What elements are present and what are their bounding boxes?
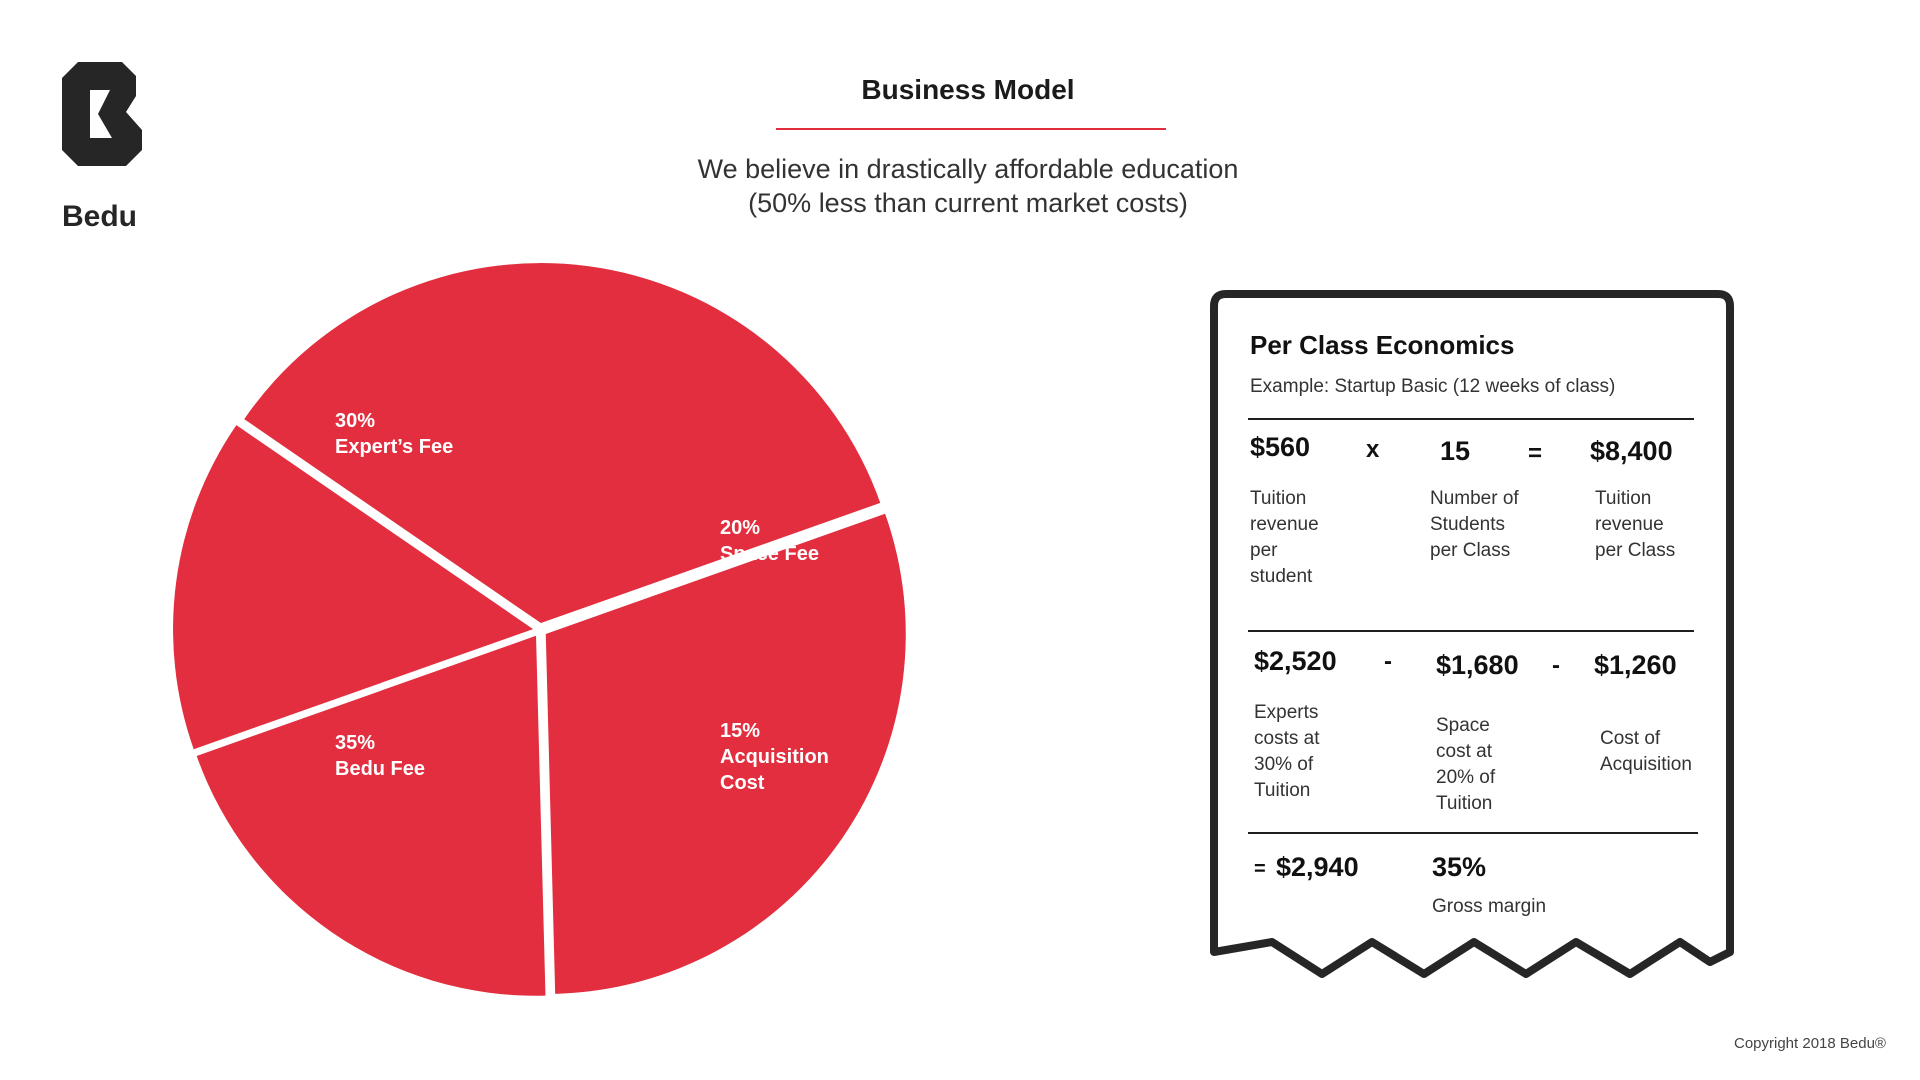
space-cost-desc: Space cost at 20% of Tuition <box>1436 715 1496 814</box>
tuition-per-student-value: $560 <box>1250 432 1311 462</box>
pie-slice-space-fee <box>196 635 546 996</box>
slice-percent: 35% <box>335 732 376 754</box>
pie-slice-label: 35% Bedu Fee <box>335 730 425 782</box>
experts-cost-value: $2,520 <box>1254 646 1337 676</box>
minus-operator: - <box>1384 648 1392 675</box>
multiply-operator: x <box>1366 436 1380 463</box>
tuition-per-student-desc: Tuition revenue per student <box>1250 488 1319 587</box>
slice-percent: 30% <box>335 410 376 432</box>
experts-cost-desc: Experts costs at 30% of Tuition <box>1254 702 1320 801</box>
slice-name: Acquisition Cost <box>720 746 829 794</box>
tuition-per-class-desc: Tuition revenue per Class <box>1595 488 1676 561</box>
slice-name: Space Fee <box>720 543 819 565</box>
pie-slices <box>173 263 906 996</box>
title-underline <box>776 128 1166 130</box>
pie-slice-label: 15% Acquisition Cost <box>720 718 840 796</box>
slice-name: Bedu Fee <box>335 758 426 780</box>
pie-slice-expert-s-fee <box>545 513 906 994</box>
tuition-per-class-value: $8,400 <box>1590 436 1673 466</box>
acquisition-cost-desc: Cost of Acquisition <box>1600 728 1692 775</box>
divider <box>1248 418 1694 420</box>
equals-operator: = <box>1254 858 1266 880</box>
copyright: Copyright 2018 Bedu® <box>1734 1035 1886 1052</box>
pie-slice-label: 20% Space Fee <box>720 515 819 567</box>
slice-percent: 15% <box>720 720 761 742</box>
gross-margin-label: Gross margin <box>1432 896 1547 917</box>
subtitle-line-2: (50% less than current market costs) <box>748 188 1188 218</box>
economics-heading: Per Class Economics <box>1250 330 1515 360</box>
divider <box>1248 832 1698 834</box>
brand-name: Bedu <box>62 200 137 233</box>
equals-operator: = <box>1528 440 1543 467</box>
gross-margin-value: $2,940 <box>1276 852 1359 882</box>
page-subtitle: We believe in drastically affordable edu… <box>0 152 1920 220</box>
slice-percent: 20% <box>720 517 761 539</box>
economics-example: Example: Startup Basic (12 weeks of clas… <box>1250 376 1616 397</box>
subtitle-line-1: We believe in drastically affordable edu… <box>697 154 1239 184</box>
slice-name: Expert’s Fee <box>335 436 454 458</box>
pie-slice-bedu-fee <box>244 263 881 624</box>
minus-operator: - <box>1552 652 1560 679</box>
bedu-logo-icon <box>62 62 142 166</box>
space-cost-value: $1,680 <box>1436 650 1519 680</box>
pie-slice-acquisition-cost <box>173 425 534 750</box>
students-per-class-value: 15 <box>1440 436 1471 466</box>
students-per-class-desc: Number of Students per Class <box>1430 488 1519 561</box>
acquisition-cost-value: $1,260 <box>1594 650 1677 680</box>
gross-margin-percent: 35% <box>1432 852 1487 882</box>
receipt-frame <box>1210 290 1734 978</box>
divider <box>1248 630 1694 632</box>
pie-slice-label: 30% Expert’s Fee <box>335 408 453 460</box>
page-title: Business Model <box>861 74 1075 105</box>
